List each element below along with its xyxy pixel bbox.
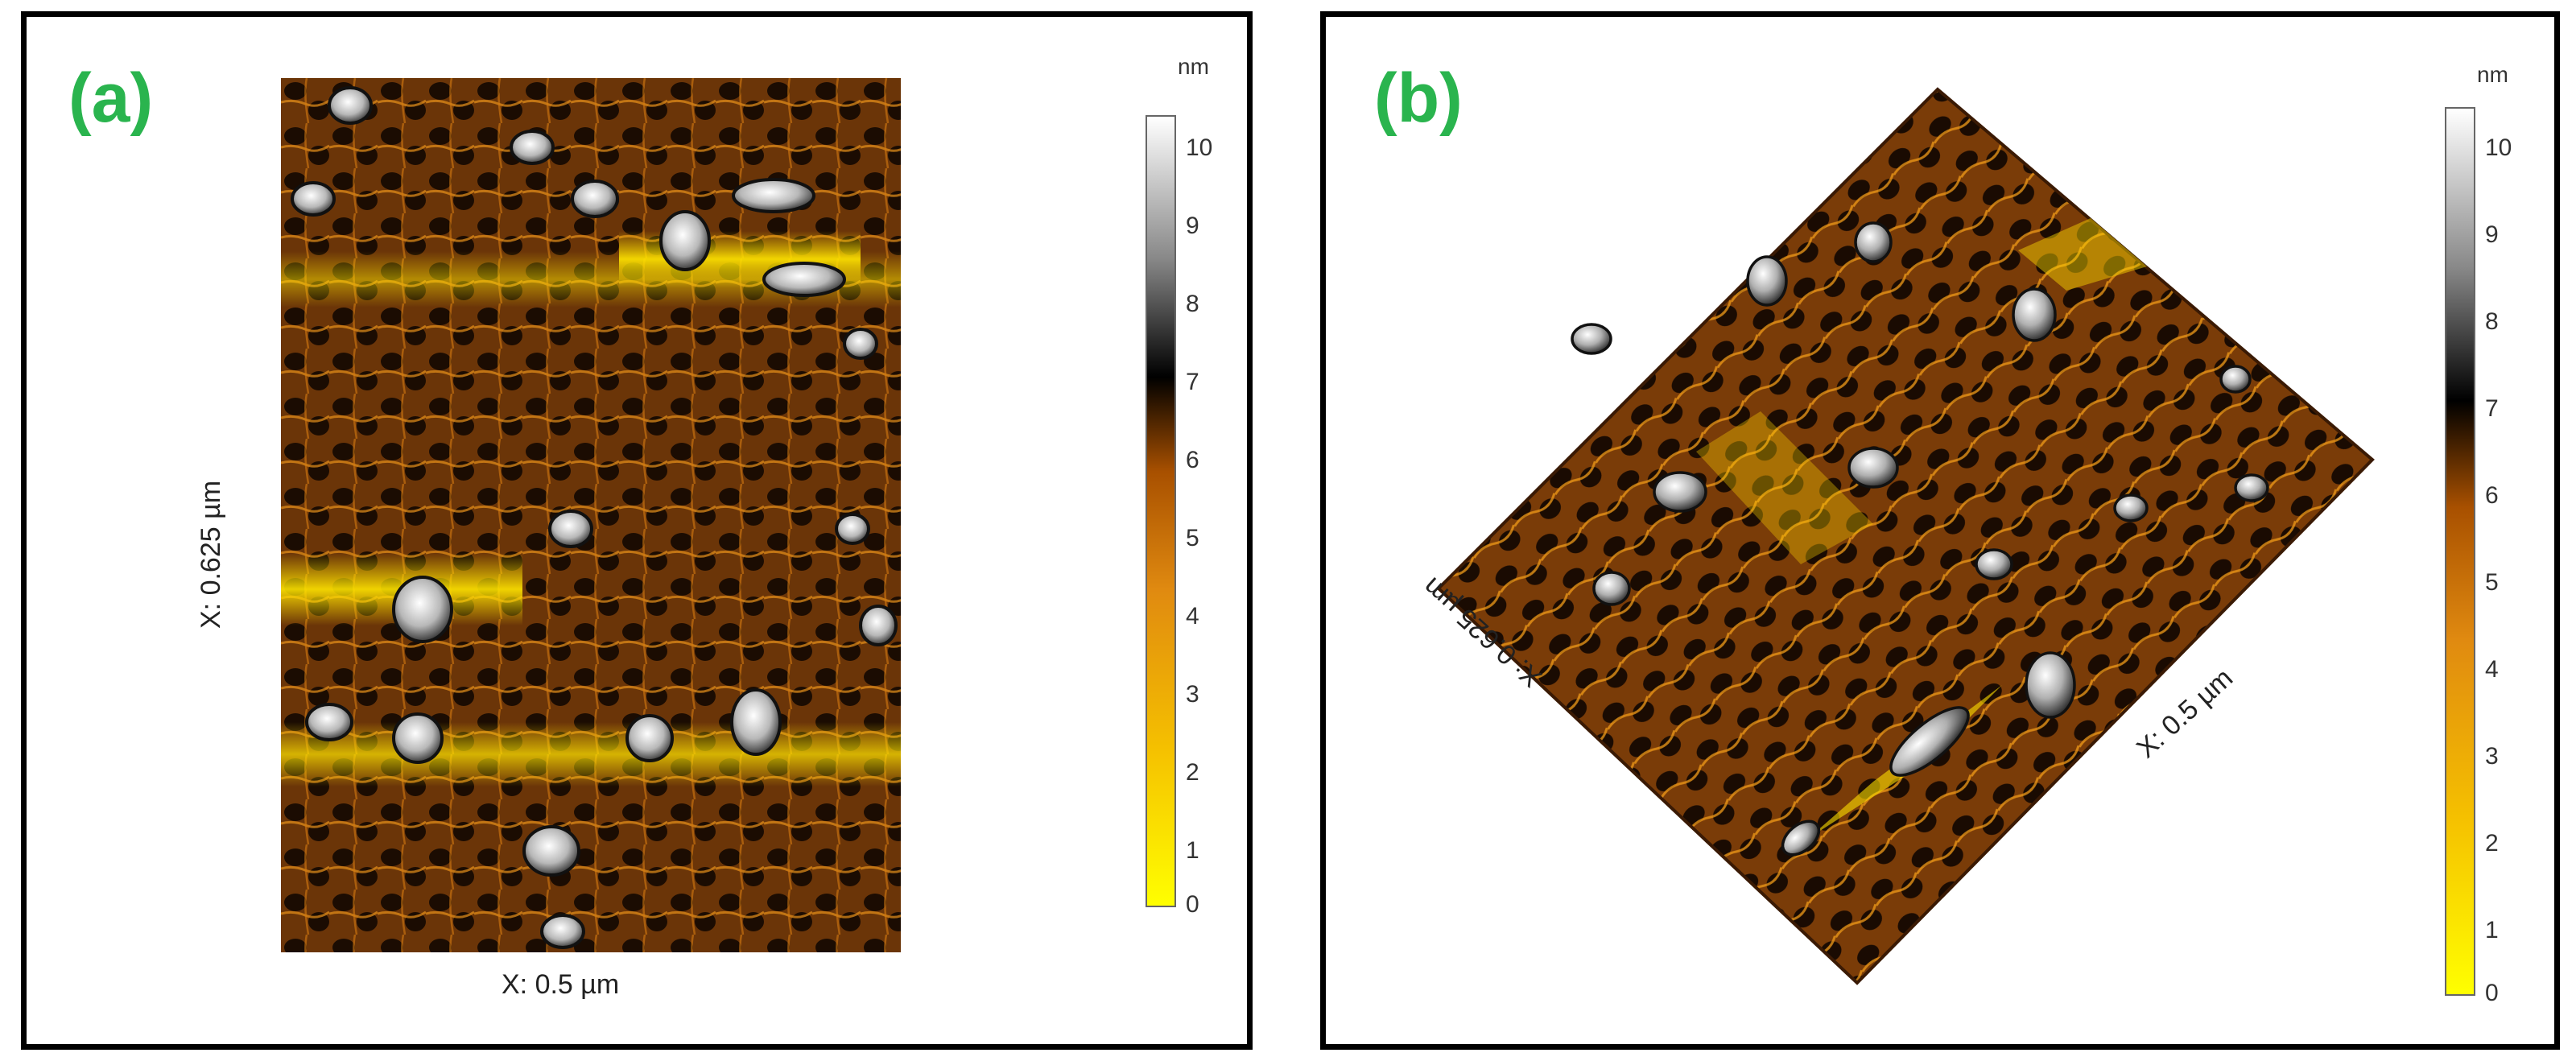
colorbar-tick: 8 [1186, 291, 1199, 317]
colorbar-tick: 7 [2485, 395, 2499, 422]
panel-a-label: (a) [68, 60, 154, 137]
colorbar-tick: 6 [1186, 447, 1199, 473]
colorbar-tick: 0 [2485, 980, 2499, 1006]
colorbar-gradient [2445, 107, 2475, 996]
colorbar-unit: nm [2477, 62, 2508, 87]
colorbar-tick: 3 [2485, 743, 2499, 770]
height-colorbar: nm 10 9 8 7 6 5 4 3 2 1 0 [1146, 54, 1218, 939]
colorbar-gradient [1146, 115, 1176, 907]
colorbar-tick: 1 [1186, 837, 1199, 864]
colorbar-tick: 5 [2485, 569, 2499, 596]
height-colorbar-b: nm 10 9 8 7 6 5 4 3 2 1 0 [2445, 62, 2517, 1012]
colorbar-tick: 1 [2485, 917, 2499, 943]
colorbar-tick: 9 [1186, 213, 1199, 239]
panel-a: (a) [21, 11, 1253, 1050]
afm-2d-height-map [281, 78, 901, 952]
colorbar-tick: 10 [2485, 134, 2512, 161]
colorbar-tick: 4 [2485, 656, 2499, 683]
colorbar-tick: 7 [1186, 369, 1199, 395]
colorbar-tick: 3 [1186, 681, 1199, 708]
colorbar-tick: 9 [2485, 221, 2499, 248]
x-axis-label: X: 0.5 µm [502, 969, 620, 1000]
colorbar-unit: nm [1178, 54, 1209, 79]
grain-particles-3d [1571, 221, 2269, 857]
panel-b-label: (b) [1374, 60, 1463, 137]
colorbar-tick: 8 [2485, 308, 2499, 335]
colorbar-tick: 10 [1186, 134, 1213, 161]
afm-3d-surface-map [1436, 87, 2375, 985]
colorbar-tick: 2 [2485, 830, 2499, 857]
colorbar-tick: 5 [1186, 525, 1199, 551]
panel-b: (b) [1320, 11, 2560, 1050]
colorbar-tick: 0 [1186, 891, 1199, 918]
colorbar-tick: 6 [2485, 482, 2499, 509]
grain-particles [291, 86, 898, 949]
colorbar-tick: 4 [1186, 603, 1199, 630]
colorbar-tick: 2 [1186, 759, 1199, 786]
y-axis-label: X: 0.625 µm [196, 480, 226, 629]
surface-plane [1436, 87, 2375, 985]
